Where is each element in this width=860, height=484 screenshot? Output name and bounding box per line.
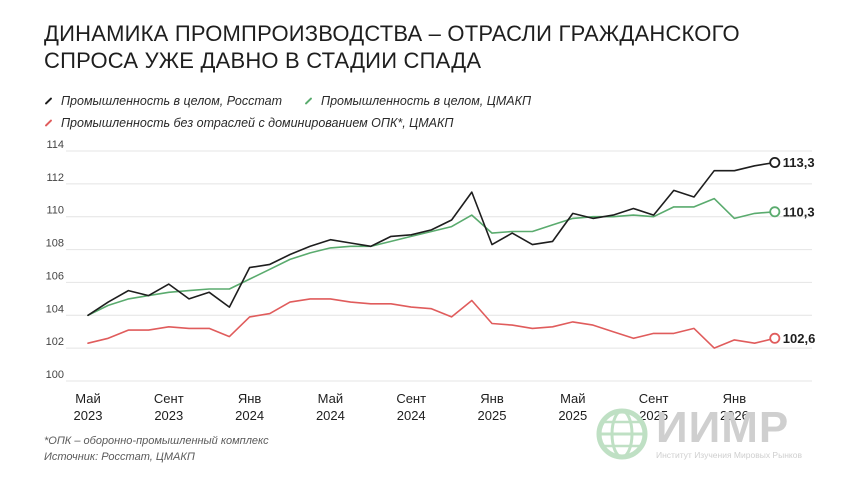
x-tick-label-0-year: 2023 (74, 408, 103, 423)
footnote-definition: *ОПК – оборонно-промышленный комплекс (44, 435, 269, 447)
chart-title-line-1: ДИНАМИКА ПРОМПРОИЗВОДСТВА – ОТРАСЛИ ГРАЖ… (44, 21, 740, 46)
x-tick-label-3-month: Май (318, 391, 343, 406)
x-tick-label-8-month: Янв (723, 391, 747, 406)
chart-title: ДИНАМИКА ПРОМПРОИЗВОДСТВА – ОТРАСЛИ ГРАЖ… (44, 20, 764, 74)
series-end-label-0: 113,3 (783, 155, 815, 170)
y-tick-label-108: 108 (46, 238, 64, 250)
series-line-2 (87, 298, 776, 349)
legend-item-cmakp: Промышленность в целом, ЦМАКП (304, 94, 531, 108)
chart-title-line-2: СПРОСА УЖЕ ДАВНО В СТАДИИ СПАДА (44, 48, 482, 73)
globe-icon (596, 408, 648, 460)
logo-subtitle: Институт Изучения Мировых Рынков (656, 450, 802, 460)
x-tick-label-0-month: Май (75, 391, 100, 406)
y-tick-label-114: 114 (46, 139, 64, 151)
x-tick-label-6-year: 2025 (558, 408, 587, 423)
legend-row-1: Промышленность в целом, Росстат Промышле… (44, 90, 824, 112)
x-tick-label-4-year: 2024 (397, 408, 426, 423)
y-tick-label-100: 100 (46, 369, 64, 381)
legend-label-non-defense: Промышленность без отраслей с доминирова… (61, 116, 454, 130)
x-tick-label-1-month: Сент (154, 391, 184, 406)
series-line-1 (87, 197, 776, 317)
series-end-marker-2 (769, 332, 781, 344)
legend-item-non-defense: Промышленность без отраслей с доминирова… (44, 116, 453, 130)
y-tick-label-102: 102 (46, 336, 64, 348)
series-end-label-2: 102,6 (783, 331, 816, 346)
y-tick-label-110: 110 (46, 205, 64, 217)
institute-logo: ИИМР Институт Изучения Мировых Рынков (594, 406, 824, 464)
x-tick-label-7-month: Сент (639, 391, 669, 406)
legend-label-rosstat: Промышленность в целом, Росстат (61, 94, 283, 108)
y-tick-label-106: 106 (46, 270, 64, 282)
footnote-source: Источник: Росстат, ЦМАКП (44, 451, 195, 463)
x-tick-label-7-year: 2025 (639, 408, 668, 423)
logo-wordmark: ИИМР (656, 403, 790, 452)
x-tick-label-8-year: 2026 (720, 408, 749, 423)
series-line-0 (87, 161, 776, 317)
x-tick-label-2-month: Янв (238, 391, 262, 406)
x-tick-label-6-month: Май (560, 391, 585, 406)
x-tick-label-2-year: 2024 (235, 408, 264, 423)
y-tick-label-104: 104 (46, 303, 64, 315)
x-tick-label-4-month: Сент (396, 391, 426, 406)
legend-row-2: Промышленность без отраслей с доминирова… (44, 112, 824, 134)
x-tick-label-3-year: 2024 (316, 408, 345, 423)
x-tick-label-5-year: 2025 (478, 408, 507, 423)
series-end-label-1: 110,3 (783, 204, 815, 219)
series-end-marker-0 (769, 156, 781, 168)
legend-item-rosstat: Промышленность в целом, Росстат (44, 94, 282, 108)
chart-legend: Промышленность в целом, Росстат Промышле… (44, 90, 824, 134)
legend-label-cmakp: Промышленность в целом, ЦМАКП (321, 94, 532, 108)
x-tick-label-1-year: 2023 (154, 408, 183, 423)
x-tick-label-5-month: Янв (480, 391, 504, 406)
series-end-marker-1 (769, 206, 781, 218)
footnote: *ОПК – оборонно-промышленный комплекс Ис… (44, 433, 269, 465)
y-tick-label-112: 112 (46, 172, 64, 184)
